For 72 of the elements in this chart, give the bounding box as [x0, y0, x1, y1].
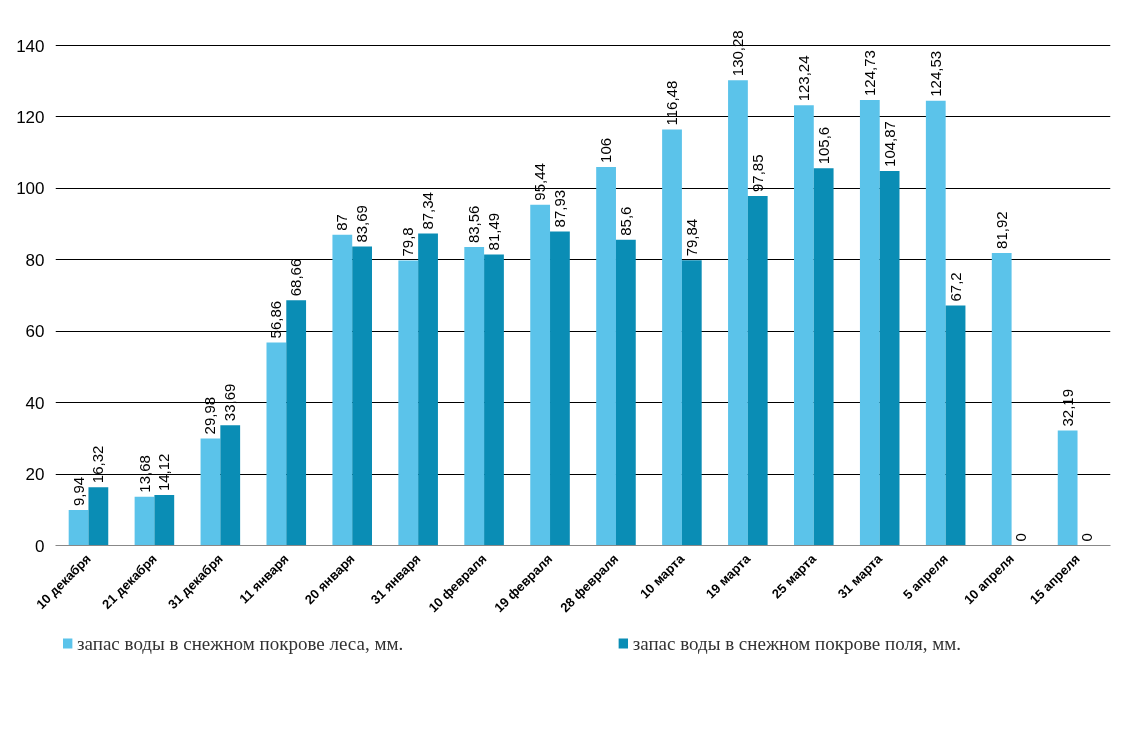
y-tick-label: 60	[25, 322, 45, 342]
bar	[1057, 430, 1078, 546]
data-label: 33,69	[221, 383, 239, 422]
data-label: 13,68	[135, 455, 153, 493]
bar	[200, 438, 221, 546]
data-label: 87,34	[419, 192, 437, 230]
data-label: 16,32	[89, 445, 107, 484]
bar	[286, 300, 307, 546]
data-label: 9,94	[69, 476, 87, 506]
data-label: 83,56	[465, 205, 483, 244]
data-label: 97,85	[748, 154, 766, 193]
data-label: 67,2	[946, 272, 964, 302]
bar	[418, 233, 438, 546]
y-tick-label: 40	[25, 393, 45, 413]
data-label: 81,92	[992, 211, 1010, 249]
bar	[266, 342, 287, 546]
bar	[945, 305, 966, 546]
data-label: 14,12	[155, 453, 173, 492]
data-label: 29,98	[201, 396, 219, 435]
bar	[484, 254, 504, 546]
data-label: 68,66	[287, 258, 305, 297]
bar	[794, 105, 814, 546]
data-label: 87,93	[550, 189, 568, 228]
bar	[747, 196, 768, 546]
bar	[220, 425, 241, 546]
y-tick-label: 0	[35, 536, 45, 556]
bar	[925, 100, 946, 546]
data-label: 85,6	[616, 206, 634, 236]
data-label: 116,48	[663, 80, 681, 126]
data-label: 95,44	[531, 163, 549, 201]
data-label: 130,28	[728, 30, 746, 77]
bar	[596, 166, 616, 546]
data-label: 104,87	[880, 121, 898, 167]
data-label: 124,73	[860, 50, 878, 97]
data-label: 105,6	[814, 126, 832, 165]
bar	[154, 495, 175, 546]
bar	[134, 496, 155, 546]
bar	[332, 234, 353, 546]
data-label: 0	[1078, 533, 1096, 542]
data-label: 87	[333, 214, 351, 231]
bar	[615, 239, 636, 546]
y-tick-label: 120	[16, 107, 45, 127]
bar	[681, 260, 702, 546]
bar	[991, 252, 1012, 546]
data-label: 106	[597, 137, 615, 163]
y-tick-label: 100	[16, 179, 45, 199]
data-label: 0	[1012, 533, 1030, 542]
data-label: 79,8	[399, 227, 417, 257]
bar	[550, 231, 570, 546]
bar	[530, 204, 551, 546]
bar	[879, 170, 900, 546]
legend-label: запас воды в снежном покрове леса, мм.	[77, 633, 404, 654]
legend-label: запас воды в снежном покрове поля, мм.	[632, 633, 961, 654]
data-label: 79,84	[682, 218, 700, 257]
y-tick-label: 80	[25, 250, 45, 270]
bar	[88, 487, 109, 546]
data-label: 56,86	[267, 300, 285, 339]
bar	[398, 260, 419, 546]
data-label: 81,49	[484, 212, 502, 251]
y-tick-label: 140	[16, 36, 45, 56]
bar	[728, 80, 748, 546]
bar	[813, 168, 834, 546]
bar	[352, 246, 372, 546]
data-label: 83,69	[353, 205, 371, 243]
data-label: 123,24	[794, 55, 812, 102]
data-label: 124,53	[926, 50, 944, 97]
bar	[662, 129, 682, 546]
bar	[464, 247, 485, 546]
bar	[859, 100, 880, 546]
bar	[68, 510, 89, 546]
data-label: 32,19	[1058, 388, 1076, 427]
y-tick-label: 20	[25, 465, 45, 485]
